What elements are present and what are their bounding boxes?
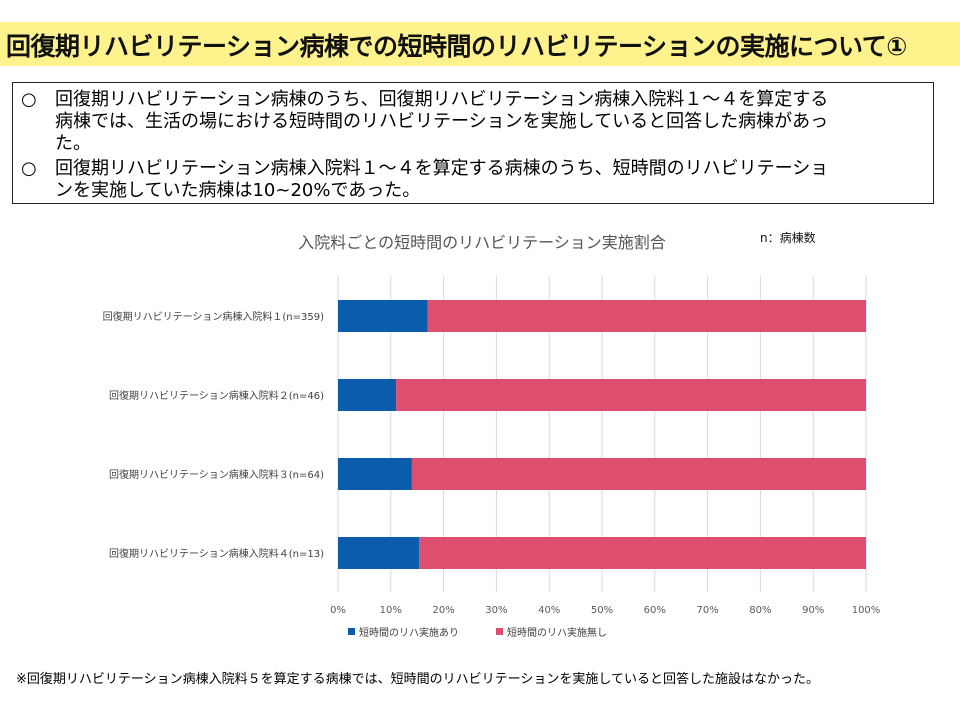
bar-segment-with-rehab: [338, 458, 412, 490]
legend-swatch: [348, 628, 355, 635]
x-tick-label: 100%: [852, 605, 881, 616]
bullet-line: 回復期リハビリテーション病棟のうち、回復期リハビリテーション病棟入院料１～４を算…: [55, 89, 829, 110]
bar-segment-without-rehab: [411, 458, 866, 490]
bar-segment-without-rehab: [419, 537, 866, 569]
stacked-bar-chart: 入院料ごとの短時間のリハビリテーション実施割合 n：病棟数 0% 10% 20% 30% 4…: [103, 230, 881, 639]
bullet-line: た。: [55, 133, 91, 154]
x-tick-label: 60%: [644, 605, 666, 616]
category-label: 回復期リハビリテーション病棟入院料３(n=64): [109, 468, 324, 481]
bar-segment-without-rehab: [427, 300, 866, 332]
bar-segment-with-rehab: [338, 300, 428, 332]
bullet-circle-icon: ○: [21, 158, 37, 179]
summary-bullet: ○ 回復期リハビリテーション病棟入院料１～４を算定する病棟のうち、短時間のリハビ…: [21, 158, 925, 202]
legend-label: 短時間のリハ実施あり: [359, 626, 459, 639]
bullet-line: 回復期リハビリテーション病棟入院料１～４を算定する病棟のうち、短時間のリハビリテ…: [55, 158, 829, 179]
x-tick-label: 30%: [485, 605, 507, 616]
category-label: 回復期リハビリテーション病棟入院料４(n=13): [109, 547, 324, 560]
bullet-line: ンを実施していた病棟は10~20%であった。: [55, 180, 421, 201]
summary-box: ○ 回復期リハビリテーション病棟のうち、回復期リハビリテーション病棟入院料１～４…: [12, 82, 934, 204]
bar-segment-with-rehab: [338, 537, 420, 569]
bullet-line: 病棟では、生活の場における短時間のリハビリテーションを実施していると回答した病棟…: [55, 111, 829, 132]
page-title: 回復期リハビリテーション病棟での短時間のリハビリテーションの実施について①: [6, 32, 907, 61]
bar-segment-without-rehab: [396, 379, 866, 411]
legend-swatch: [496, 628, 503, 635]
x-tick-label: 90%: [802, 605, 824, 616]
x-tick-label: 10%: [380, 605, 402, 616]
footnote: ※回復期リハビリテーション病棟入院料５を算定する病棟では、短時間のリハビリテーシ…: [16, 672, 819, 687]
x-tick-label: 80%: [749, 605, 771, 616]
x-tick-label: 50%: [591, 605, 613, 616]
bullet-circle-icon: ○: [21, 89, 37, 110]
chart-container: 入院料ごとの短時間のリハビリテーション実施割合 n：病棟数 0% 10% 20% 30% 4…: [0, 220, 960, 660]
title-bar: 回復期リハビリテーション病棟での短時間のリハビリテーションの実施について①: [0, 22, 960, 66]
category-label: 回復期リハビリテーション病棟入院料２(n=46): [109, 389, 324, 402]
bar-segment-with-rehab: [338, 379, 397, 411]
chart-note: n：病棟数: [760, 230, 816, 245]
x-tick-label: 70%: [696, 605, 718, 616]
x-tick-label: 20%: [432, 605, 454, 616]
x-tick-label: 40%: [538, 605, 560, 616]
category-label: 回復期リハビリテーション病棟入院料１(n=359): [103, 310, 325, 323]
x-tick-label: 0%: [330, 605, 346, 616]
chart-title: 入院料ごとの短時間のリハビリテーション実施割合: [298, 233, 666, 252]
summary-bullet: ○ 回復期リハビリテーション病棟のうち、回復期リハビリテーション病棟入院料１～４…: [21, 89, 925, 155]
legend-label: 短時間のリハ実施無し: [507, 626, 607, 639]
